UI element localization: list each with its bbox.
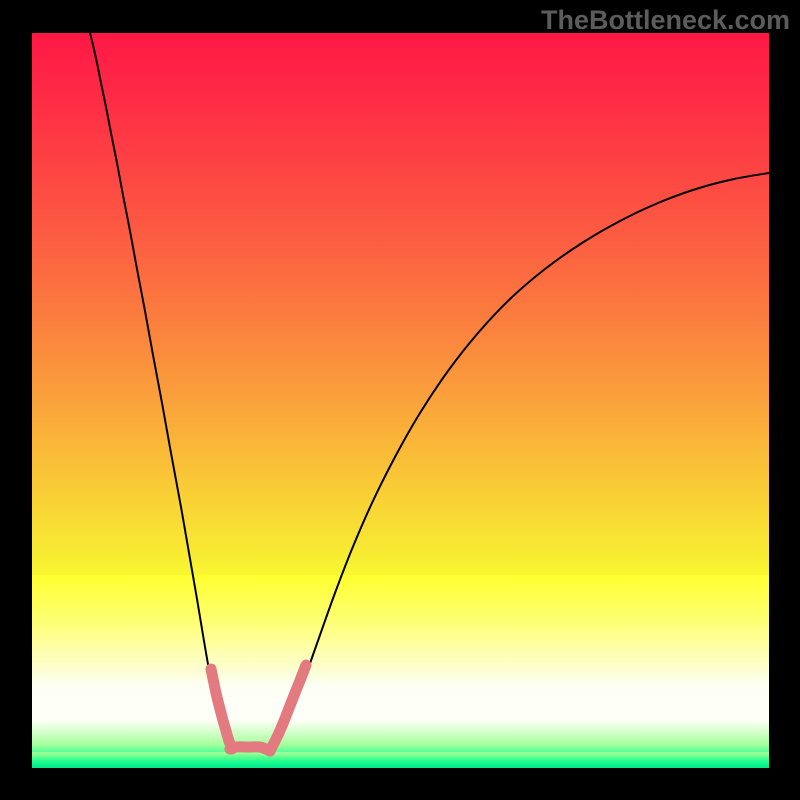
bottleneck-chart [0, 0, 800, 800]
watermark-text: TheBottleneck.com [541, 5, 790, 36]
green-band-group [32, 752, 769, 769]
pink-segment-floor [230, 747, 270, 751]
plot-background [32, 33, 769, 768]
